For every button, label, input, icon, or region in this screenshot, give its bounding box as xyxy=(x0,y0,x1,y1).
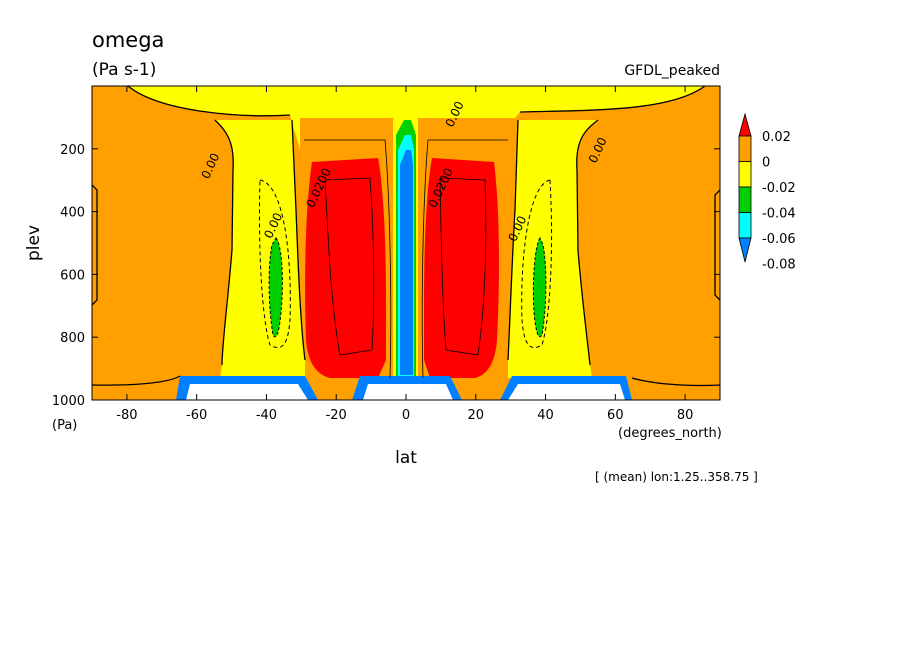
y-tick-label: 1000 xyxy=(52,394,85,409)
colorbar-extend-top xyxy=(738,112,752,137)
x-tick-label: 0 xyxy=(402,408,410,423)
x-tick-label: -80 xyxy=(116,408,137,423)
footnote: [ (mean) lon:1.25..358.75 ] xyxy=(595,470,758,484)
colorbar-level-label: -0.04 xyxy=(762,207,796,222)
x-tick-label: 80 xyxy=(677,408,694,423)
colorbar-cell xyxy=(738,186,752,213)
colorbar: 0.02 0 -0.02 -0.04 -0.06 -0.08 xyxy=(738,112,796,273)
x-tick-label: 60 xyxy=(607,408,624,423)
colorbar-level-label: -0.06 xyxy=(762,232,796,247)
colorbar-cell xyxy=(738,135,752,162)
y-axis-label: plev xyxy=(24,225,44,261)
y-tick-label: 400 xyxy=(60,206,85,221)
y-axis-unit: (Pa) xyxy=(52,418,77,433)
contour-field xyxy=(92,86,720,400)
colorbar-cell xyxy=(738,161,752,188)
dataset-label: GFDL_peaked xyxy=(624,63,720,79)
x-tick-label: -60 xyxy=(186,408,207,423)
x-tick-label: -40 xyxy=(256,408,277,423)
y-tick-label: 800 xyxy=(60,331,85,346)
x-tick-label: 40 xyxy=(537,408,554,423)
chart-subtitle: (Pa s-1) xyxy=(92,60,156,80)
colorbar-extend-bottom xyxy=(738,237,752,263)
colorbar-level-label: 0.02 xyxy=(762,130,791,145)
x-axis-label: lat xyxy=(395,448,417,468)
colorbar-level-label: -0.02 xyxy=(762,181,796,196)
y-tick-label: 200 xyxy=(60,143,85,158)
colorbar-level-label: -0.08 xyxy=(762,258,796,273)
chart-title: omega xyxy=(92,28,164,52)
colorbar-cell xyxy=(738,212,752,239)
y-tick-label: 600 xyxy=(60,268,85,283)
colorbar-level-label: 0 xyxy=(762,156,770,171)
x-tick-label: 20 xyxy=(468,408,485,423)
x-axis-unit: (degrees_north) xyxy=(618,426,722,441)
x-tick-label: -20 xyxy=(326,408,347,423)
axis-ticks: -80 -60 -40 -20 0 20 40 60 80 200 400 600 800 1000 xyxy=(52,86,720,423)
